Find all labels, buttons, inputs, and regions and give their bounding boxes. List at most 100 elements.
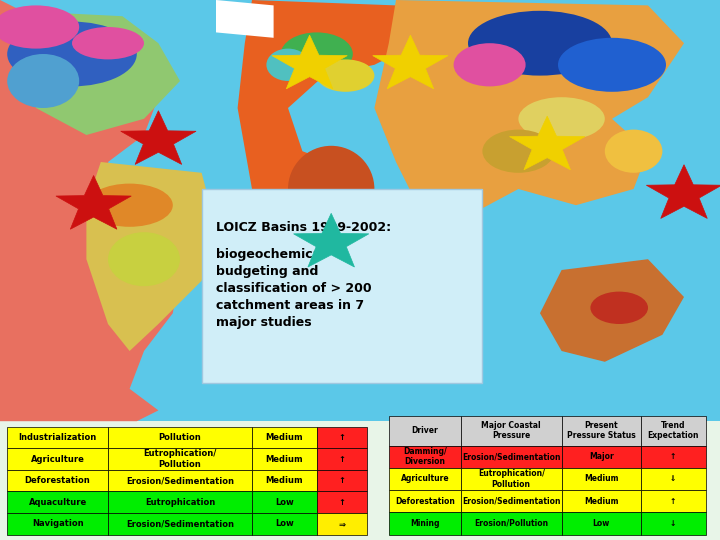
Text: Deforestation: Deforestation xyxy=(395,497,455,505)
Text: Eutrophication/
Pollution: Eutrophication/ Pollution xyxy=(143,449,217,469)
Text: Present
Pressure Status: Present Pressure Status xyxy=(567,421,636,440)
Ellipse shape xyxy=(317,59,374,92)
FancyBboxPatch shape xyxy=(252,427,317,448)
Text: Low: Low xyxy=(593,519,610,528)
Text: Driver: Driver xyxy=(411,426,438,435)
FancyBboxPatch shape xyxy=(7,470,108,491)
FancyBboxPatch shape xyxy=(108,513,252,535)
Ellipse shape xyxy=(7,22,137,86)
FancyBboxPatch shape xyxy=(461,512,562,535)
Ellipse shape xyxy=(72,27,144,59)
FancyBboxPatch shape xyxy=(389,512,461,535)
Text: Pollution: Pollution xyxy=(158,433,202,442)
FancyBboxPatch shape xyxy=(202,189,482,383)
Polygon shape xyxy=(647,165,720,218)
Text: ↑: ↑ xyxy=(670,497,676,505)
Text: ↑: ↑ xyxy=(338,433,346,442)
Text: Medium: Medium xyxy=(266,476,303,485)
Polygon shape xyxy=(121,111,196,164)
FancyBboxPatch shape xyxy=(252,448,317,470)
Ellipse shape xyxy=(518,97,605,140)
Ellipse shape xyxy=(454,43,526,86)
Ellipse shape xyxy=(281,32,353,76)
Text: Navigation: Navigation xyxy=(32,519,84,528)
FancyBboxPatch shape xyxy=(641,446,706,468)
Text: Erosion/Sedimentation: Erosion/Sedimentation xyxy=(462,452,560,461)
Ellipse shape xyxy=(7,54,79,108)
Text: Major: Major xyxy=(589,452,613,461)
Text: ↑: ↑ xyxy=(338,498,346,507)
Text: Medium: Medium xyxy=(584,497,618,505)
FancyBboxPatch shape xyxy=(317,491,367,513)
Ellipse shape xyxy=(468,11,612,76)
FancyBboxPatch shape xyxy=(0,0,720,421)
Text: Agriculture: Agriculture xyxy=(31,455,84,463)
Polygon shape xyxy=(14,11,180,135)
FancyBboxPatch shape xyxy=(108,448,252,470)
FancyBboxPatch shape xyxy=(108,491,252,513)
FancyBboxPatch shape xyxy=(7,491,108,513)
Polygon shape xyxy=(374,0,684,243)
Text: Medium: Medium xyxy=(584,475,618,483)
FancyBboxPatch shape xyxy=(641,490,706,512)
Text: Mining: Mining xyxy=(410,519,439,528)
FancyBboxPatch shape xyxy=(7,427,108,448)
Text: biogeochemical
budgeting and
classification of > 200
catchment areas in 7
major : biogeochemical budgeting and classificat… xyxy=(216,248,372,329)
FancyBboxPatch shape xyxy=(389,416,461,446)
FancyBboxPatch shape xyxy=(641,512,706,535)
Text: Medium: Medium xyxy=(266,455,303,463)
FancyBboxPatch shape xyxy=(389,446,461,468)
FancyBboxPatch shape xyxy=(317,427,367,448)
Ellipse shape xyxy=(558,38,666,92)
Text: ⇒: ⇒ xyxy=(338,519,346,528)
Ellipse shape xyxy=(482,130,554,173)
Text: Aquaculture: Aquaculture xyxy=(29,498,86,507)
FancyBboxPatch shape xyxy=(461,490,562,512)
Text: Erosion/Sedimentation: Erosion/Sedimentation xyxy=(462,497,560,505)
Text: ↑: ↑ xyxy=(670,452,676,461)
Text: Trend
Expectation: Trend Expectation xyxy=(647,421,699,440)
FancyBboxPatch shape xyxy=(562,512,641,535)
Polygon shape xyxy=(373,35,448,89)
FancyBboxPatch shape xyxy=(641,468,706,490)
Polygon shape xyxy=(238,0,418,351)
Text: Industrialization: Industrialization xyxy=(19,433,96,442)
FancyBboxPatch shape xyxy=(461,446,562,468)
Polygon shape xyxy=(294,213,369,267)
Text: Damming/
Diversion: Damming/ Diversion xyxy=(403,447,446,467)
FancyBboxPatch shape xyxy=(0,0,720,421)
Text: ↑: ↑ xyxy=(338,476,346,485)
FancyBboxPatch shape xyxy=(108,427,252,448)
Polygon shape xyxy=(86,162,216,351)
Text: Deforestation: Deforestation xyxy=(24,476,91,485)
FancyBboxPatch shape xyxy=(317,448,367,470)
Text: ⇓: ⇓ xyxy=(670,475,676,483)
FancyBboxPatch shape xyxy=(108,470,252,491)
FancyBboxPatch shape xyxy=(562,446,641,468)
Ellipse shape xyxy=(590,292,648,324)
Text: Low: Low xyxy=(275,519,294,528)
Ellipse shape xyxy=(281,232,353,286)
Polygon shape xyxy=(216,0,274,38)
Ellipse shape xyxy=(108,232,180,286)
Ellipse shape xyxy=(86,184,173,227)
FancyBboxPatch shape xyxy=(317,470,367,491)
FancyBboxPatch shape xyxy=(389,490,461,512)
FancyBboxPatch shape xyxy=(7,513,108,535)
FancyBboxPatch shape xyxy=(389,468,461,490)
Text: Erosion/Sedimentation: Erosion/Sedimentation xyxy=(126,519,234,528)
Text: Agriculture: Agriculture xyxy=(400,475,449,483)
Polygon shape xyxy=(510,116,585,170)
Text: LOICZ Basins 1999-2002:: LOICZ Basins 1999-2002: xyxy=(216,221,391,234)
FancyBboxPatch shape xyxy=(252,470,317,491)
FancyBboxPatch shape xyxy=(562,416,641,446)
FancyBboxPatch shape xyxy=(562,490,641,512)
Text: Medium: Medium xyxy=(266,433,303,442)
Ellipse shape xyxy=(0,5,79,49)
Text: Eutrophication: Eutrophication xyxy=(145,498,215,507)
Text: ↓: ↓ xyxy=(670,519,676,528)
Ellipse shape xyxy=(425,284,439,310)
Text: Low: Low xyxy=(275,498,294,507)
Polygon shape xyxy=(272,35,347,89)
Polygon shape xyxy=(540,259,684,362)
